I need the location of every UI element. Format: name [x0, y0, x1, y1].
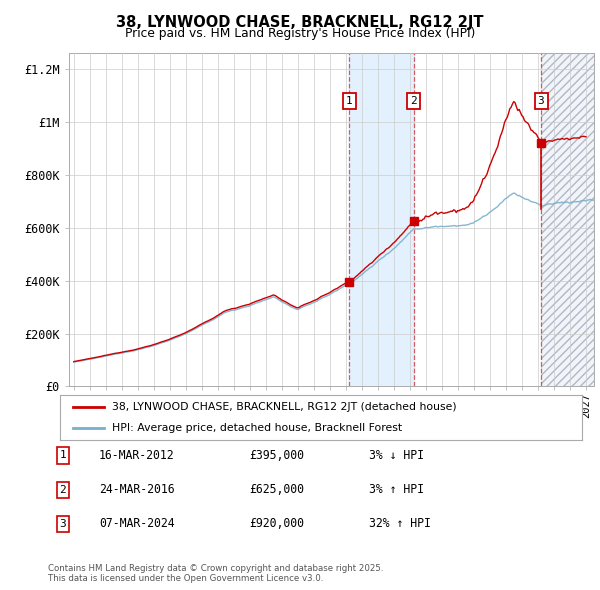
Text: 3% ↑ HPI: 3% ↑ HPI — [369, 483, 424, 496]
Text: 3: 3 — [538, 96, 544, 106]
Text: £625,000: £625,000 — [249, 483, 304, 496]
Text: Contains HM Land Registry data © Crown copyright and database right 2025.
This d: Contains HM Land Registry data © Crown c… — [48, 563, 383, 583]
Text: 3% ↓ HPI: 3% ↓ HPI — [369, 449, 424, 462]
Text: 1: 1 — [346, 96, 353, 106]
Text: 24-MAR-2016: 24-MAR-2016 — [99, 483, 175, 496]
Bar — [349, 53, 413, 386]
Text: £395,000: £395,000 — [249, 449, 304, 462]
Text: 32% ↑ HPI: 32% ↑ HPI — [369, 517, 431, 530]
Text: 2: 2 — [410, 96, 417, 106]
Text: 3: 3 — [59, 519, 67, 529]
Bar — [541, 53, 594, 386]
Text: 07-MAR-2024: 07-MAR-2024 — [99, 517, 175, 530]
Text: 16-MAR-2012: 16-MAR-2012 — [99, 449, 175, 462]
Text: 38, LYNWOOD CHASE, BRACKNELL, RG12 2JT: 38, LYNWOOD CHASE, BRACKNELL, RG12 2JT — [116, 15, 484, 30]
Text: 38, LYNWOOD CHASE, BRACKNELL, RG12 2JT (detached house): 38, LYNWOOD CHASE, BRACKNELL, RG12 2JT (… — [112, 402, 457, 412]
Text: Price paid vs. HM Land Registry's House Price Index (HPI): Price paid vs. HM Land Registry's House … — [125, 27, 475, 40]
Bar — [541, 53, 594, 386]
Text: 2: 2 — [59, 485, 67, 494]
Text: £920,000: £920,000 — [249, 517, 304, 530]
Text: HPI: Average price, detached house, Bracknell Forest: HPI: Average price, detached house, Brac… — [112, 424, 403, 434]
Text: 1: 1 — [59, 451, 67, 460]
